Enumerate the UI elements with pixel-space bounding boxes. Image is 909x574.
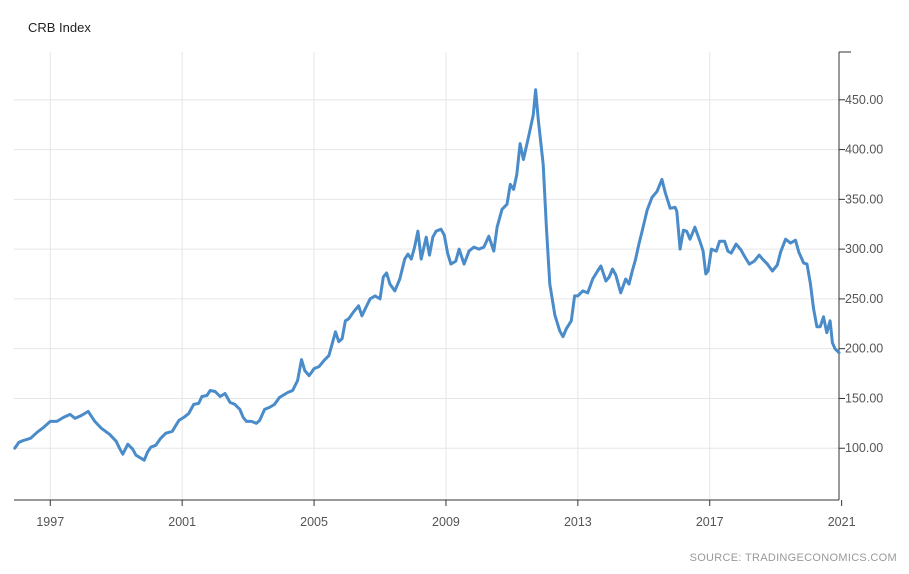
x-tick-label: 2021 — [828, 515, 856, 529]
chart-source: SOURCE: TRADINGECONOMICS.COM — [689, 552, 897, 564]
axes — [14, 51, 851, 506]
chart-title: CRB Index — [28, 20, 91, 35]
x-tick-label: 2005 — [300, 515, 328, 529]
y-tick-label: 200.00 — [845, 342, 883, 356]
y-tick-label: 150.00 — [845, 391, 883, 405]
x-tick-label: 2009 — [432, 515, 460, 529]
y-tick-label: 300.00 — [845, 242, 883, 256]
x-tick-label: 2001 — [168, 515, 196, 529]
grid-lines — [14, 52, 839, 500]
x-tick-label: 1997 — [36, 515, 64, 529]
y-tick-label: 350.00 — [845, 192, 883, 206]
y-tick-label: 450.00 — [845, 93, 883, 107]
x-tick-label: 2017 — [696, 515, 724, 529]
x-tick-label: 2013 — [564, 515, 592, 529]
y-tick-label: 400.00 — [845, 143, 883, 157]
y-tick-label: 100.00 — [845, 441, 883, 455]
y-tick-label: 250.00 — [845, 292, 883, 306]
crb-index-line — [13, 88, 841, 462]
tick-labels: 100.00 150.00 200.00 250.00 300.00 350.00 400.… — [36, 93, 883, 529]
series-layer — [13, 88, 841, 462]
